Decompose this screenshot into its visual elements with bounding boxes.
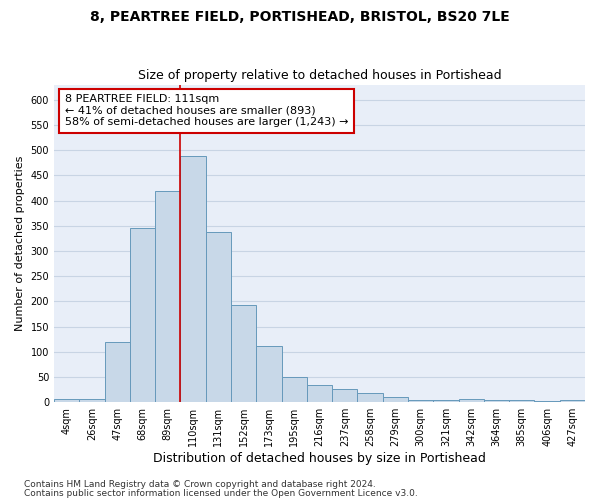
- Bar: [433, 400, 458, 402]
- Title: Size of property relative to detached houses in Portishead: Size of property relative to detached ho…: [138, 69, 502, 82]
- Bar: [281, 377, 307, 402]
- Bar: [332, 388, 358, 402]
- Bar: [458, 399, 484, 402]
- Text: 8, PEARTREE FIELD, PORTISHEAD, BRISTOL, BS20 7LE: 8, PEARTREE FIELD, PORTISHEAD, BRISTOL, …: [90, 10, 510, 24]
- Bar: [484, 400, 509, 402]
- Bar: [181, 156, 206, 402]
- Bar: [130, 228, 155, 402]
- Text: Contains HM Land Registry data © Crown copyright and database right 2024.: Contains HM Land Registry data © Crown c…: [24, 480, 376, 489]
- Y-axis label: Number of detached properties: Number of detached properties: [15, 156, 25, 331]
- X-axis label: Distribution of detached houses by size in Portishead: Distribution of detached houses by size …: [153, 452, 486, 465]
- Bar: [54, 399, 79, 402]
- Text: Contains public sector information licensed under the Open Government Licence v3: Contains public sector information licen…: [24, 488, 418, 498]
- Bar: [79, 398, 104, 402]
- Bar: [155, 192, 181, 402]
- Bar: [104, 342, 130, 402]
- Bar: [307, 384, 332, 402]
- Bar: [231, 305, 256, 402]
- Bar: [256, 346, 281, 402]
- Bar: [383, 397, 408, 402]
- Bar: [535, 400, 560, 402]
- Bar: [560, 400, 585, 402]
- Bar: [509, 400, 535, 402]
- Text: 8 PEARTREE FIELD: 111sqm
← 41% of detached houses are smaller (893)
58% of semi-: 8 PEARTREE FIELD: 111sqm ← 41% of detach…: [65, 94, 348, 128]
- Bar: [358, 393, 383, 402]
- Bar: [206, 232, 231, 402]
- Bar: [408, 400, 433, 402]
